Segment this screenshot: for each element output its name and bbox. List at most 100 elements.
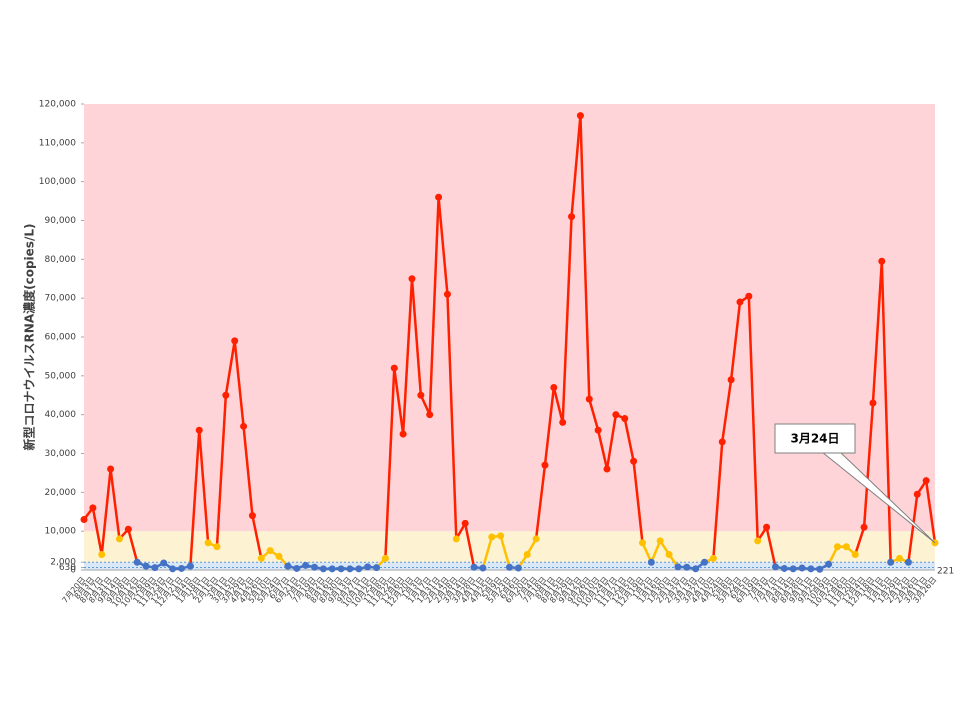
line-segment <box>393 367 405 435</box>
line-segment <box>907 494 919 563</box>
line-segment <box>463 523 476 568</box>
line-segment <box>880 261 892 563</box>
line-segment <box>854 526 866 555</box>
data-point <box>222 391 230 399</box>
y-tick-label: 2,000 <box>50 558 76 568</box>
data-point <box>913 490 921 498</box>
line-segment <box>871 261 884 404</box>
data-point <box>559 418 567 426</box>
line-segment <box>588 398 600 431</box>
y-tick-label: 100,000 <box>39 177 76 187</box>
line-segment <box>862 402 875 528</box>
data-point <box>426 411 434 419</box>
line-segment <box>765 527 777 568</box>
data-point <box>337 565 345 573</box>
data-point <box>328 565 336 573</box>
data-point <box>833 543 841 551</box>
y-tick-label: 20,000 <box>45 488 77 498</box>
data-point <box>736 298 744 306</box>
line-segment <box>712 441 724 559</box>
line-segment <box>197 430 210 543</box>
y-tick-label: 630 <box>59 563 76 573</box>
data-point <box>302 561 310 569</box>
line-segment <box>384 368 396 559</box>
line-segment <box>224 340 236 396</box>
line-segment <box>641 542 653 563</box>
line-segment <box>605 414 618 470</box>
data-point <box>461 519 469 527</box>
data-point <box>275 552 283 560</box>
line-segment <box>233 340 245 427</box>
data-point <box>576 112 584 120</box>
data-point <box>904 558 912 566</box>
data-point <box>257 554 265 562</box>
data-point <box>506 563 513 571</box>
line-segment <box>428 197 440 415</box>
callout-box <box>774 423 856 454</box>
data-point <box>399 430 407 438</box>
line-segment <box>100 468 112 555</box>
y-tick-label: 80,000 <box>45 255 77 265</box>
data-point <box>452 535 460 543</box>
data-point <box>692 565 700 573</box>
line-segment <box>215 395 228 547</box>
zone-band <box>84 104 935 532</box>
line-segment <box>747 296 759 541</box>
data-point <box>656 537 664 545</box>
data-point <box>585 395 593 403</box>
data-point <box>355 565 363 573</box>
callout-text: 3月24日 <box>790 432 839 446</box>
line-segment <box>481 536 493 569</box>
line-segment <box>729 301 742 380</box>
data-point <box>594 426 602 434</box>
data-point <box>488 533 496 541</box>
data-point <box>293 564 301 572</box>
data-point <box>319 565 327 573</box>
line-segment <box>242 426 254 516</box>
data-point <box>204 539 212 547</box>
data-point <box>816 565 824 573</box>
line-segment <box>401 278 414 435</box>
y-tick-label: 40,000 <box>45 410 77 420</box>
data-point <box>825 560 833 568</box>
data-point <box>763 523 771 531</box>
data-point <box>381 554 389 562</box>
data-point <box>568 213 576 221</box>
data-point <box>887 558 895 566</box>
data-point <box>842 543 850 551</box>
line-segment <box>561 216 573 423</box>
line-segment <box>410 278 423 396</box>
line-segment <box>596 429 609 470</box>
data-point <box>638 539 646 547</box>
side-label: 221 <box>937 567 954 577</box>
line-segment <box>127 528 139 563</box>
line-segment <box>721 379 733 443</box>
data-point <box>142 562 150 570</box>
data-point <box>470 563 478 571</box>
data-point <box>896 554 904 562</box>
data-point <box>780 564 788 572</box>
data-point <box>683 563 691 571</box>
data-point <box>417 391 425 399</box>
data-point <box>186 562 194 570</box>
line-segment <box>499 535 511 568</box>
data-point <box>178 564 186 572</box>
data-point <box>754 537 762 545</box>
data-point <box>435 193 443 201</box>
data-point <box>98 550 106 558</box>
y-axis-title: 新型コロナウイルスRNA濃度(copies/L) <box>22 224 37 451</box>
y-tick-label: 70,000 <box>45 294 77 304</box>
data-point <box>373 564 381 572</box>
y-tick-label: 30,000 <box>45 449 77 459</box>
data-point <box>771 563 779 571</box>
data-point <box>231 337 239 345</box>
data-point <box>869 399 877 407</box>
y-tick-label: 50,000 <box>45 371 77 381</box>
line-segment <box>924 480 937 543</box>
data-point <box>479 564 487 572</box>
data-point <box>346 565 354 573</box>
line-segment <box>543 387 556 466</box>
data-point <box>727 376 735 384</box>
